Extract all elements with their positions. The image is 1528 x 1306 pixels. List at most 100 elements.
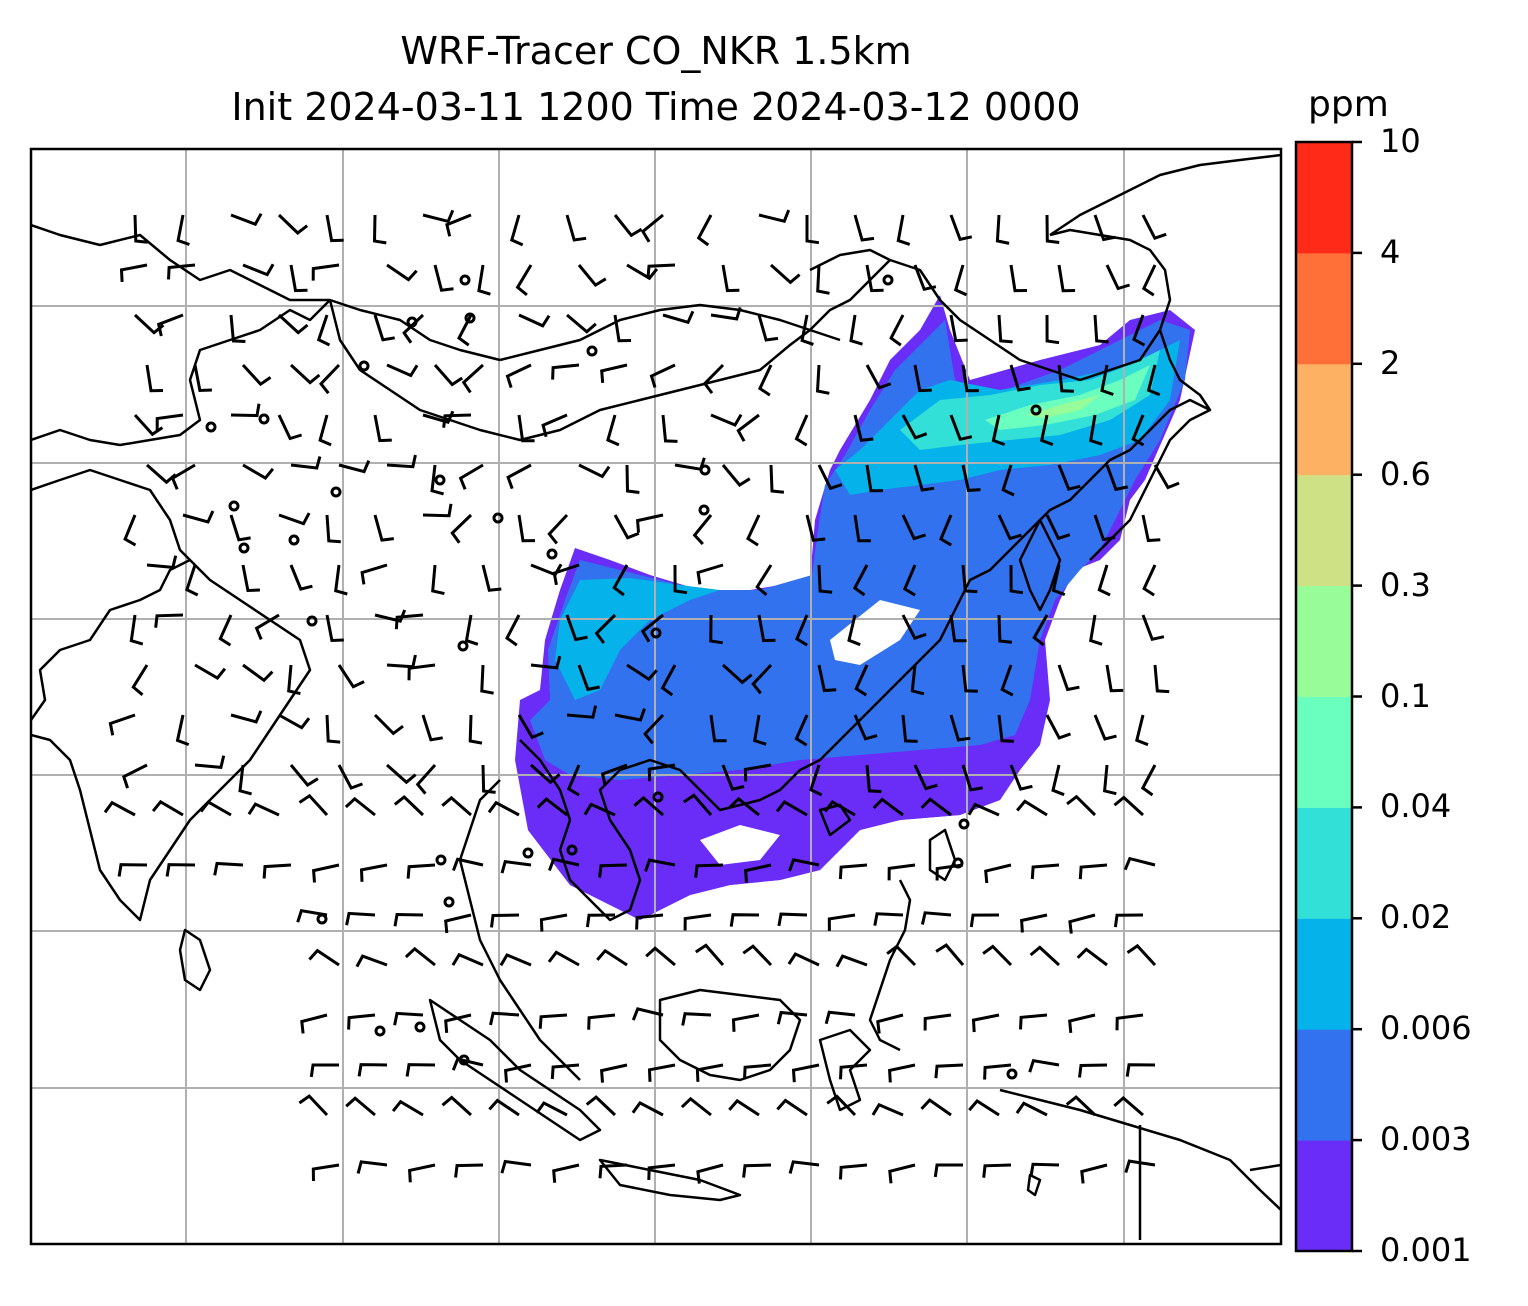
wind-barb [422, 503, 453, 518]
wind-barb [751, 663, 773, 695]
wind-barb [853, 514, 871, 543]
wind-barb [728, 796, 760, 817]
wind-barb [538, 1013, 568, 1029]
wind-barb [835, 954, 868, 968]
wind-barb [539, 913, 568, 932]
wind-barb [788, 1160, 820, 1174]
wind-barb [721, 464, 751, 487]
wind-barb [1028, 1059, 1060, 1073]
wind-barb [355, 954, 388, 968]
wind-barb [433, 264, 454, 292]
wind-barb [1100, 364, 1114, 396]
wind-barb [1146, 364, 1161, 397]
plume-level-5 [985, 365, 1150, 430]
wind-barb [1089, 614, 1103, 646]
wind-barb [1009, 764, 1033, 791]
wind-barb [625, 464, 640, 494]
wind-barb [344, 796, 376, 817]
wind-barb [683, 913, 712, 931]
colorbar-swatch [1296, 918, 1352, 1030]
wind-barb [347, 1013, 376, 1030]
wind-barb [1093, 214, 1116, 242]
wind-barb [757, 364, 773, 397]
wind-barb [1068, 1013, 1096, 1034]
wind-barb [710, 413, 743, 427]
wind-barb [393, 1011, 424, 1026]
wind-barb [345, 1096, 376, 1117]
wind-barb [953, 264, 968, 297]
wind-barb [824, 1010, 856, 1025]
wind-barb [587, 1013, 616, 1030]
wind-barb [373, 514, 394, 542]
wind-barb [1124, 1159, 1156, 1174]
wind-barb [757, 614, 776, 643]
wind-barb [433, 364, 464, 387]
wind-barb [552, 1163, 580, 1183]
wind-barb [1102, 764, 1117, 796]
wind-barb [445, 213, 472, 237]
wind-barb [175, 714, 190, 747]
wind-barb [721, 663, 753, 685]
wind-barb [598, 863, 628, 878]
wind-barb [1057, 664, 1080, 692]
wind-barb [853, 714, 878, 741]
wind-barb [991, 414, 1006, 447]
wind-barb [504, 1063, 532, 1083]
wind-barb [1140, 764, 1157, 797]
wind-barb [311, 1163, 340, 1182]
wind-barb [1009, 264, 1028, 293]
wind-barb [500, 859, 532, 874]
wind-barb [871, 1102, 904, 1117]
wind-barb [838, 863, 868, 880]
wind-barb [695, 1063, 724, 1082]
wind-barb [325, 514, 341, 544]
wind-barb [647, 763, 676, 782]
wind-barb [518, 313, 551, 328]
wind-barb [319, 363, 341, 395]
wind-barb [298, 793, 329, 817]
wind-barb [325, 714, 341, 744]
wind-barb [995, 214, 1010, 245]
wind-barb [1051, 564, 1066, 597]
wind-barb [290, 456, 322, 470]
colorbar-swatch [1296, 1140, 1352, 1252]
wind-barb [296, 909, 328, 923]
wind-barb [887, 863, 916, 881]
wind-barb [131, 664, 149, 696]
wind-barb [888, 1163, 916, 1184]
wind-barb [949, 314, 968, 343]
wind-barb [681, 1012, 712, 1026]
wind-barb [949, 214, 973, 242]
wind-barb [758, 209, 791, 223]
wind-barb [744, 863, 772, 883]
wind-barb [442, 413, 472, 428]
wind-barb [230, 212, 263, 227]
wind-barb [826, 1094, 857, 1117]
wind-barb [823, 800, 856, 817]
wind-barb [776, 1010, 808, 1025]
wind-barb [241, 363, 272, 387]
wind-barb [515, 264, 533, 297]
wind-barb [1045, 214, 1060, 244]
wind-barb [1131, 414, 1145, 447]
wind-barb [901, 714, 918, 743]
wind-barb [662, 310, 695, 325]
wind-barb [1057, 264, 1076, 293]
colorbar-tick-label: 0.003 [1380, 1120, 1472, 1159]
wind-barb [1105, 664, 1124, 693]
wind-barb [1141, 614, 1165, 642]
wind-barb [816, 264, 830, 295]
wind-barb [431, 564, 445, 596]
wind-barb [852, 564, 869, 597]
wind-barb [552, 563, 580, 586]
wind-barb [373, 713, 404, 736]
wind-barb [640, 613, 664, 643]
wind-barb [636, 513, 664, 533]
wind-barb [614, 708, 646, 722]
colorbar-tick-label: 2 [1380, 343, 1401, 382]
wind-barb [289, 363, 321, 385]
wind-barb [660, 664, 677, 697]
wind-barb [1153, 464, 1180, 490]
wind-barb [920, 1098, 952, 1117]
